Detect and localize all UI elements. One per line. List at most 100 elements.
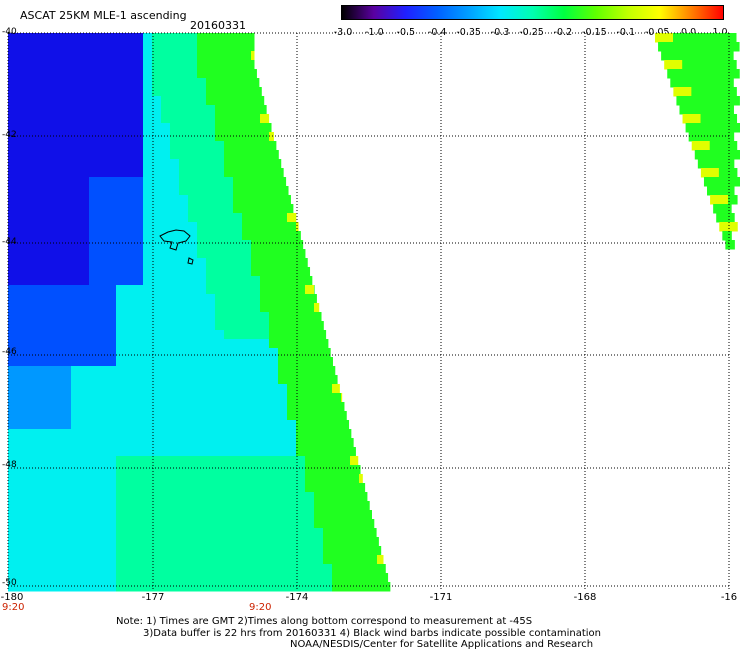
swath-cell [62,141,72,151]
note-line-3: NOAA/NESDIS/Center for Satellite Applica… [290,639,594,650]
swath-cell [188,222,198,232]
swath-cell [278,339,288,349]
swath-cell [179,303,189,313]
swath-cell [26,42,36,52]
swath-cell [269,411,279,421]
swath-cell [44,456,54,466]
swath-cell [125,357,135,367]
swath-cell [35,168,45,178]
swath-cell [152,321,162,331]
swath-cell [152,150,162,160]
swath-cell [179,393,189,403]
swath-cell [80,177,90,187]
swath-cell [278,348,288,358]
swath-cell [251,294,261,304]
swath-cell [260,330,270,340]
swath-cell [125,339,135,349]
swath-cell [62,528,72,538]
swath-cell [80,537,90,547]
swath-cell [80,159,90,169]
swath-cell [278,150,279,160]
swath-cell [134,429,144,439]
swath-cell [98,96,108,106]
swath-cell [359,474,363,484]
swath-cell [242,132,252,142]
swath-cell [215,285,225,295]
swath-cell [134,168,144,178]
swath-cell [341,429,351,439]
swath-cell [700,141,711,151]
swath-cell [341,474,351,484]
swath-cell [260,231,270,241]
swath-cell [89,258,99,268]
swath-cell [179,537,189,547]
swath-cell [152,195,162,205]
swath-cell [17,330,27,340]
swath-cell [724,51,734,61]
swath-cell [161,249,171,259]
swath-cell [296,240,304,250]
swath-cell [694,69,704,79]
swath-cell [251,132,261,142]
swath-cell [323,456,333,466]
swath-cell [269,141,277,151]
swath-cell [143,105,153,115]
swath-cell [26,447,36,457]
swath-cell [17,303,27,313]
swath-cell [278,231,288,241]
swath-cell [332,366,336,376]
swath-cell [712,96,722,106]
swath-cell [332,375,338,385]
swath-cell [89,267,99,277]
swath-cell [341,501,351,511]
swath-cell [35,402,45,412]
swath-cell [260,357,270,367]
swath-cell [179,546,189,556]
swath-cell [206,285,216,295]
swath-cell [314,582,324,592]
swath-cell [278,258,288,268]
swath-cell [691,141,702,151]
swath-cell [233,33,243,43]
swath-cell [89,177,99,187]
swath-cell [233,483,243,493]
swath-cell [287,186,289,196]
swath-cell [170,501,180,511]
swath-cell [676,96,686,106]
swath-cell [296,267,306,277]
swath-cell [269,123,272,133]
swath-cell [125,447,135,457]
swath-cell [314,312,322,322]
swath-cell [89,204,99,214]
swath-cell [188,33,198,43]
swath-cell [278,213,288,223]
swath-cell [134,438,144,448]
swath-cell [278,312,288,322]
swath-cell [89,303,99,313]
swath-cell [161,222,171,232]
swath-cell [350,546,360,556]
swath-cell [53,87,63,97]
swath-cell [269,528,279,538]
swath-cell [134,231,144,241]
swath-cell [260,564,270,574]
swath-cell [134,420,144,430]
swath-cell [170,150,180,160]
map-date: 20160331 [190,19,246,32]
swath-cell [44,42,54,52]
swath-cell [287,249,297,259]
swath-cell [170,42,180,52]
swath-cell [143,303,153,313]
swath-cell [44,285,54,295]
swath-cell [17,501,27,511]
swath-cell [679,51,689,61]
swath-cell [323,483,333,493]
swath-cell [224,96,234,106]
swath-cell [170,249,180,259]
swath-cell [359,492,368,502]
swath-cell [80,375,90,385]
swath-cell [697,51,707,61]
swath-cell [287,564,297,574]
swath-cell [260,240,270,250]
swath-cell [368,528,377,538]
